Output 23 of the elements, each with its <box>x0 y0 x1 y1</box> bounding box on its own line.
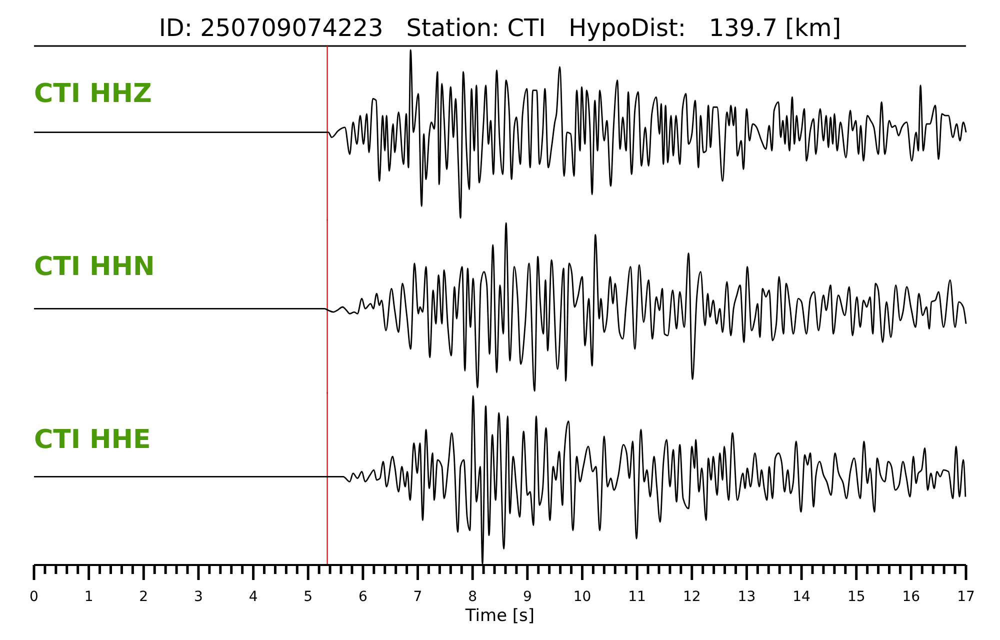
x-tick-label: 9 <box>522 589 532 605</box>
x-tick-label: 12 <box>682 589 701 605</box>
x-tick-label: 14 <box>792 589 811 605</box>
text: CTI HHE <box>34 425 151 455</box>
x-tick-label: 4 <box>248 589 258 605</box>
x-tick-label: 2 <box>139 589 148 605</box>
x-tick-label: 16 <box>902 589 920 605</box>
x-tick-label: 5 <box>304 589 313 605</box>
text: CTI HHZ <box>34 79 152 109</box>
x-tick-label: 3 <box>194 589 203 605</box>
x-tick-label: 7 <box>413 589 422 605</box>
x-tick-label: 17 <box>957 589 975 605</box>
x-tick-label: 6 <box>358 589 368 605</box>
x-tick-label: 13 <box>738 589 756 605</box>
x-tick-label: 8 <box>468 589 478 605</box>
x-tick-label: 0 <box>30 589 38 605</box>
text: CTI HHN <box>34 252 155 282</box>
x-tick-label: 10 <box>573 589 592 605</box>
x-tick-label: 11 <box>628 589 646 605</box>
x-axis-title: Time [s] <box>464 606 535 626</box>
x-tick-label: 15 <box>847 589 866 605</box>
text: ID: 250709074223 Station: CTI HypoDist: 139.7 [km] <box>158 14 842 42</box>
x-tick-label: 1 <box>84 589 94 605</box>
